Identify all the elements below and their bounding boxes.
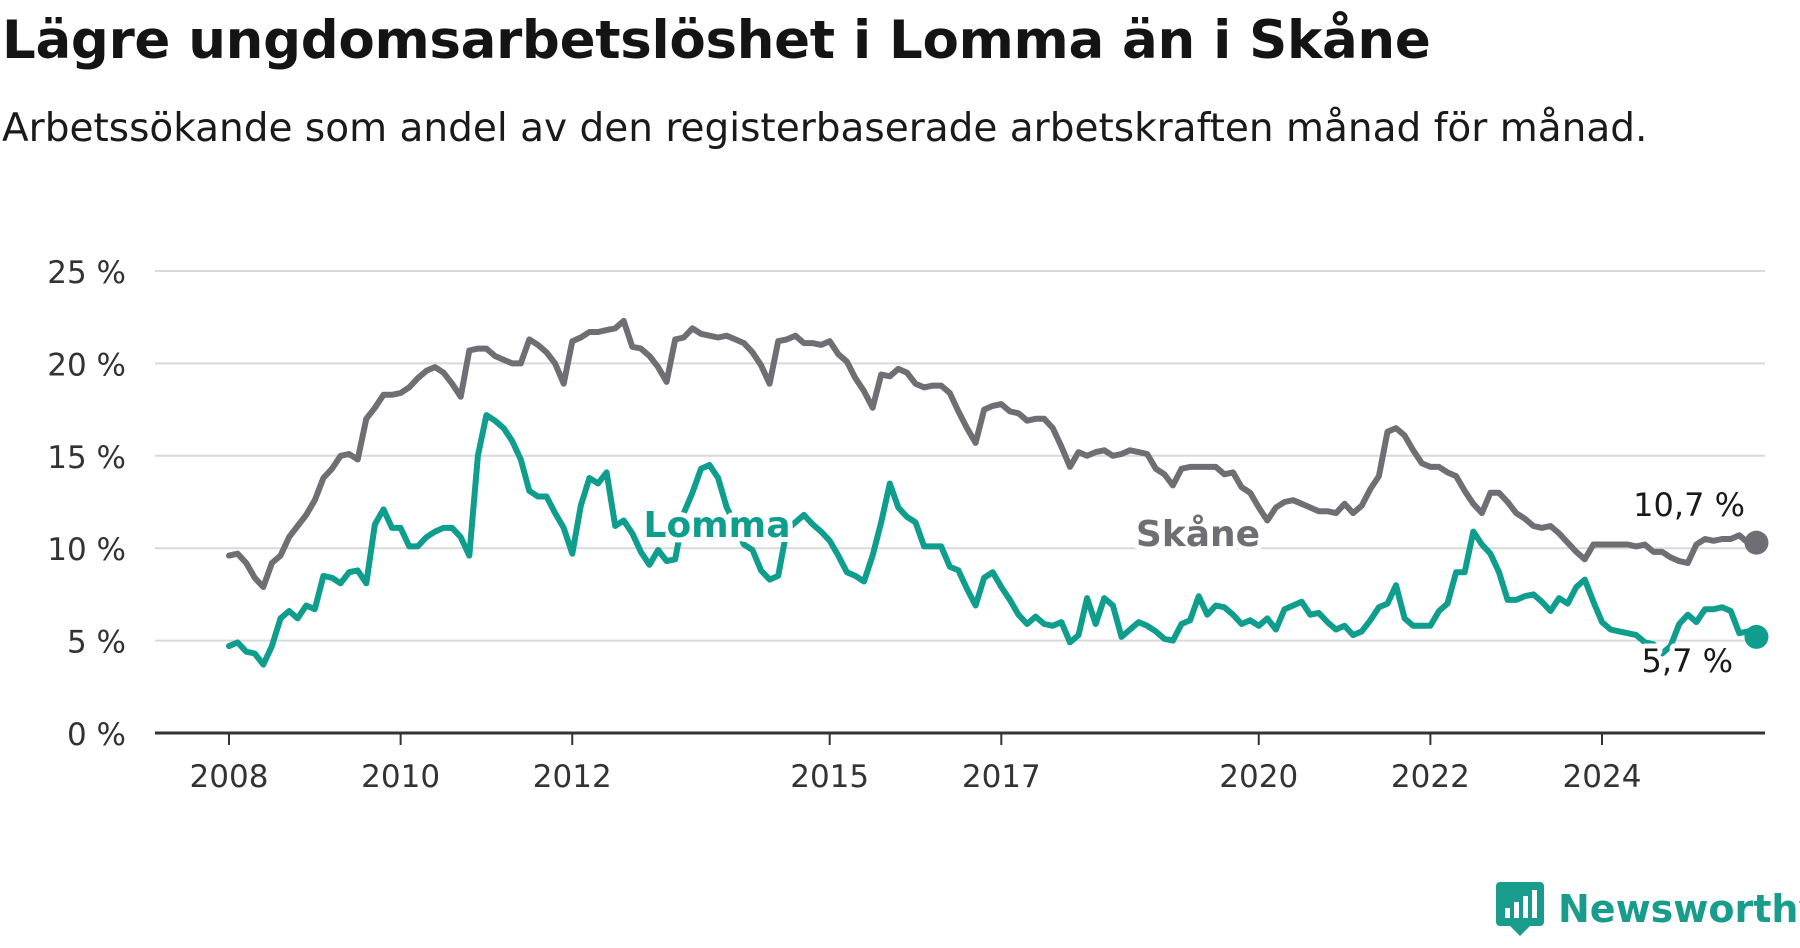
end-point-skane: [1744, 530, 1769, 555]
gridlines: [155, 270, 1765, 642]
series-lines: [226, 317, 1769, 668]
newsworthy-icon: [1496, 882, 1544, 936]
y-tick-label: 5 %: [67, 625, 126, 661]
x-tick-label: 2010: [361, 759, 440, 795]
y-tick-label: 15 %: [47, 440, 126, 476]
y-tick-label: 20 %: [47, 347, 126, 383]
newsworthy-logo[interactable]: Newsworthy: [1494, 880, 1800, 938]
series-line-skane: [226, 317, 1760, 590]
y-axis-tick-labels: 0 % 5 % 10 % 15 % 20 % 25 %: [47, 255, 126, 753]
y-tick-label: 0 %: [67, 717, 126, 753]
y-tick-label: 10 %: [47, 532, 126, 568]
chart-title: Lägre ungdomsarbetslöshet i Lomma än i S…: [2, 10, 1431, 71]
x-tick-label: 2017: [962, 759, 1041, 795]
x-tick-label: 2020: [1219, 759, 1298, 795]
series-label-lomma: Lomma: [644, 505, 791, 546]
x-tick-label: 2022: [1391, 759, 1470, 795]
series-line-lomma: [226, 412, 1760, 668]
chart-subtitle: Arbetssökande som andel av den registerb…: [2, 106, 1648, 151]
x-tick-label: 2015: [790, 759, 869, 795]
x-tick-label: 2012: [533, 759, 612, 795]
x-tick-label: 2024: [1563, 759, 1642, 795]
series-label-skane: Skåne: [1136, 514, 1260, 555]
end-label-lomma: 5,7 %: [1642, 642, 1733, 680]
brand-name: Newsworthy: [1558, 887, 1800, 931]
x-tick-label: 2008: [190, 759, 269, 795]
end-point-lomma: [1744, 624, 1769, 649]
y-tick-label: 25 %: [47, 255, 126, 291]
x-axis: 2008 2010 2012 2015 2017 2020 2022 2024: [155, 731, 1765, 795]
series-labels: Skåne Lomma 10,7 % 5,7 %: [639, 481, 1751, 685]
end-label-skane: 10,7 %: [1633, 486, 1745, 524]
